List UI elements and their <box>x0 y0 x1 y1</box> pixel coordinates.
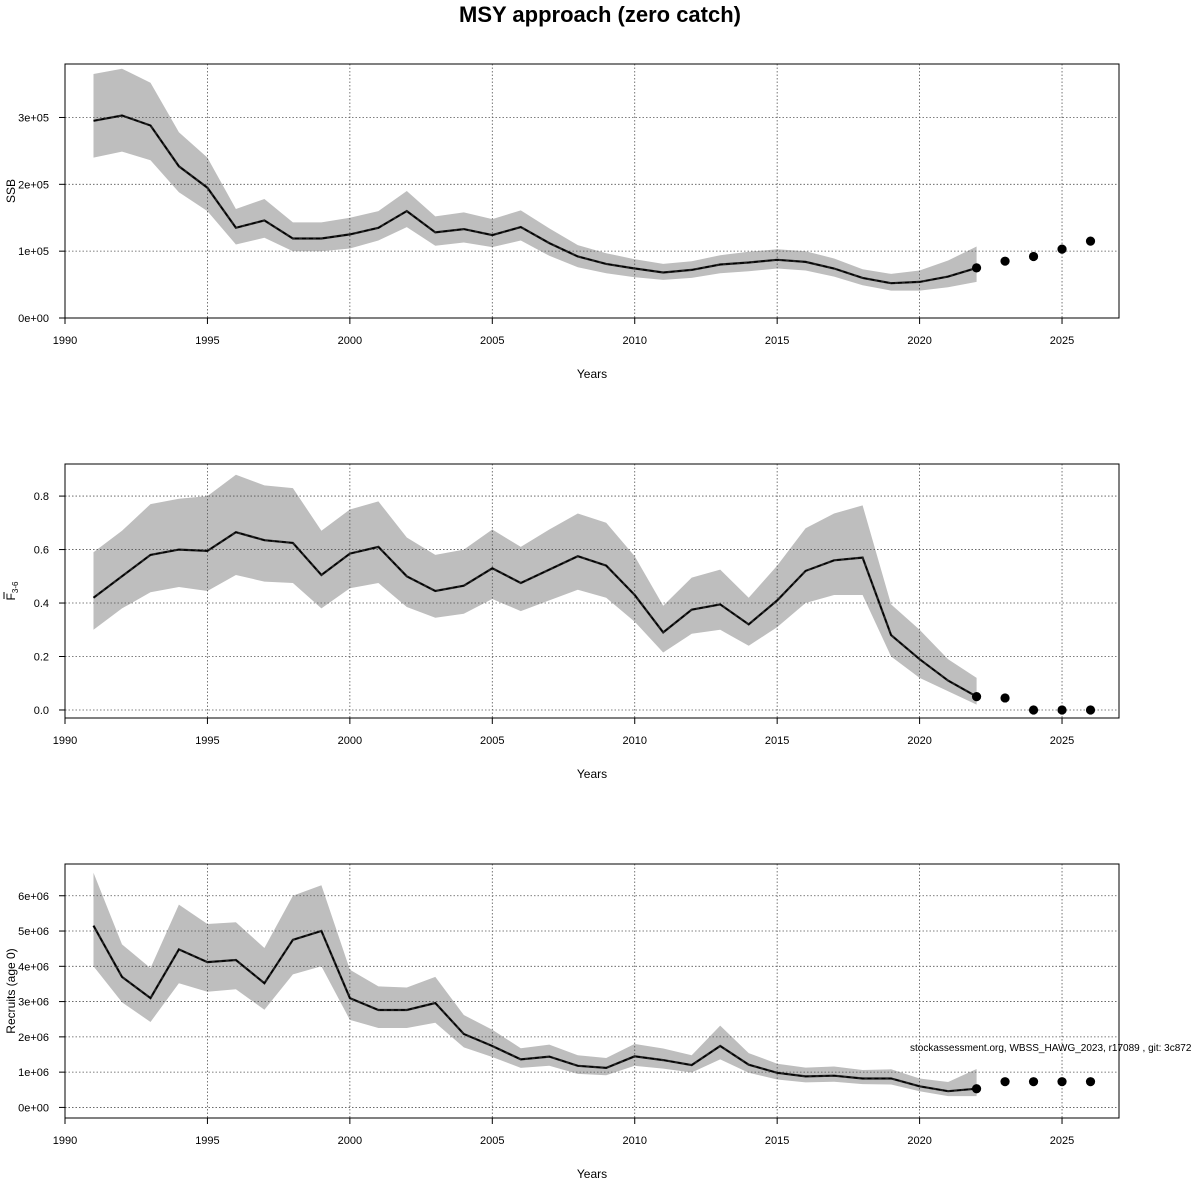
x-tick-label: 2025 <box>1050 335 1074 347</box>
x-tick-label: 2000 <box>338 735 362 747</box>
y-tick-label: 2e+06 <box>18 1032 49 1044</box>
x-tick-label: 2010 <box>622 335 646 347</box>
x-tick-label: 2010 <box>622 735 646 747</box>
y-axis-title-subscript: 3-6 <box>11 581 20 593</box>
plot-frame <box>64 863 1120 1119</box>
x-tick-label: 1990 <box>53 1135 77 1147</box>
forecast-point <box>1000 693 1010 703</box>
x-tick-label: 2005 <box>480 335 504 347</box>
x-axis-title: Years <box>577 367 607 381</box>
panel-1: 1990 1995 2000 2005 2010 2015 2020 2025 0e+00 1e+… <box>4 63 1120 381</box>
y-tick-label: 0e+00 <box>18 313 49 325</box>
y-tick-label: 1e+06 <box>18 1067 49 1079</box>
forecast-point <box>1028 705 1039 715</box>
forecast-point <box>1085 1077 1096 1087</box>
y-tick-label: 0.0 <box>34 705 49 717</box>
x-tick-label: 2010 <box>622 1135 646 1147</box>
y-tick-label: 0.2 <box>34 652 49 664</box>
y-tick-label: 0.6 <box>34 545 49 557</box>
estimate-line-dashed <box>93 531 977 698</box>
y-tick-label: 3e+05 <box>18 112 49 124</box>
x-tick-label: 1995 <box>195 335 219 347</box>
x-tick-label: 1990 <box>53 735 77 747</box>
y-tick-label: 5e+06 <box>18 926 49 938</box>
x-tick-label: 1995 <box>195 735 219 747</box>
y-tick-label: 4e+06 <box>18 961 49 973</box>
estimate-line-dashed <box>93 114 977 284</box>
x-tick-label: 2000 <box>338 1135 362 1147</box>
forecast-point <box>971 263 982 273</box>
y-tick-label: 3e+06 <box>18 997 49 1009</box>
chart-title: MSY approach (zero catch) <box>459 2 741 27</box>
y-tick-label: 0.4 <box>34 598 49 610</box>
y-tick-label: 0.8 <box>34 491 49 503</box>
panel-2: 1990 1995 2000 2005 2010 2015 2020 2025 0.0 0.2 0.… <box>3 463 1120 781</box>
x-tick-label: 2020 <box>907 735 931 747</box>
y-tick-label: 0e+00 <box>18 1102 49 1114</box>
plot-frame <box>64 63 1120 319</box>
panel-3: 1990 1995 2000 2005 2010 2015 2020 2025 0e+00 1e+… <box>4 863 1120 1181</box>
x-tick-label: 2020 <box>907 335 931 347</box>
x-tick-label: 2015 <box>765 335 789 347</box>
x-tick-label: 2015 <box>765 735 789 747</box>
y-tick-label: 1e+05 <box>18 246 49 258</box>
y-axis-title: SSB <box>4 179 18 203</box>
forecast-point <box>971 1084 982 1094</box>
forecast-point <box>1028 1077 1039 1087</box>
confidence-band <box>93 872 977 1097</box>
y-tick-label: 2e+05 <box>18 179 49 191</box>
x-tick-label: 1990 <box>53 335 77 347</box>
y-axis-title: F3-6 <box>4 581 20 600</box>
x-tick-label: 2025 <box>1050 1135 1074 1147</box>
x-tick-label: 1995 <box>195 1135 219 1147</box>
forecast-point <box>1000 1077 1010 1087</box>
x-tick-label: 2015 <box>765 1135 789 1147</box>
forecast-point <box>1085 705 1096 715</box>
y-axis-title: Recruits (age 0) <box>4 948 18 1033</box>
forecast-point <box>1085 236 1096 246</box>
estimate-line-dashed <box>92 925 977 1092</box>
forecast-point <box>1057 244 1067 254</box>
forecast-point <box>971 692 982 702</box>
x-tick-label: 2005 <box>480 1135 504 1147</box>
x-tick-label: 2020 <box>907 1135 931 1147</box>
x-tick-label: 2025 <box>1050 735 1074 747</box>
confidence-band <box>93 68 977 291</box>
x-tick-label: 2000 <box>338 335 362 347</box>
forecast-point <box>1000 256 1010 266</box>
footnote-text: stockassessment.org, WBSS_HAWG_2023, r17… <box>910 1043 1192 1054</box>
forecast-point <box>1057 705 1067 715</box>
forecast-point <box>1028 251 1039 262</box>
x-axis-title: Years <box>577 767 607 781</box>
x-axis-title: Years <box>577 1167 607 1181</box>
confidence-band <box>93 474 977 705</box>
plot-frame <box>64 463 1120 719</box>
y-tick-label: 6e+06 <box>18 891 49 903</box>
x-tick-label: 2005 <box>480 735 504 747</box>
forecast-point <box>1057 1077 1067 1087</box>
